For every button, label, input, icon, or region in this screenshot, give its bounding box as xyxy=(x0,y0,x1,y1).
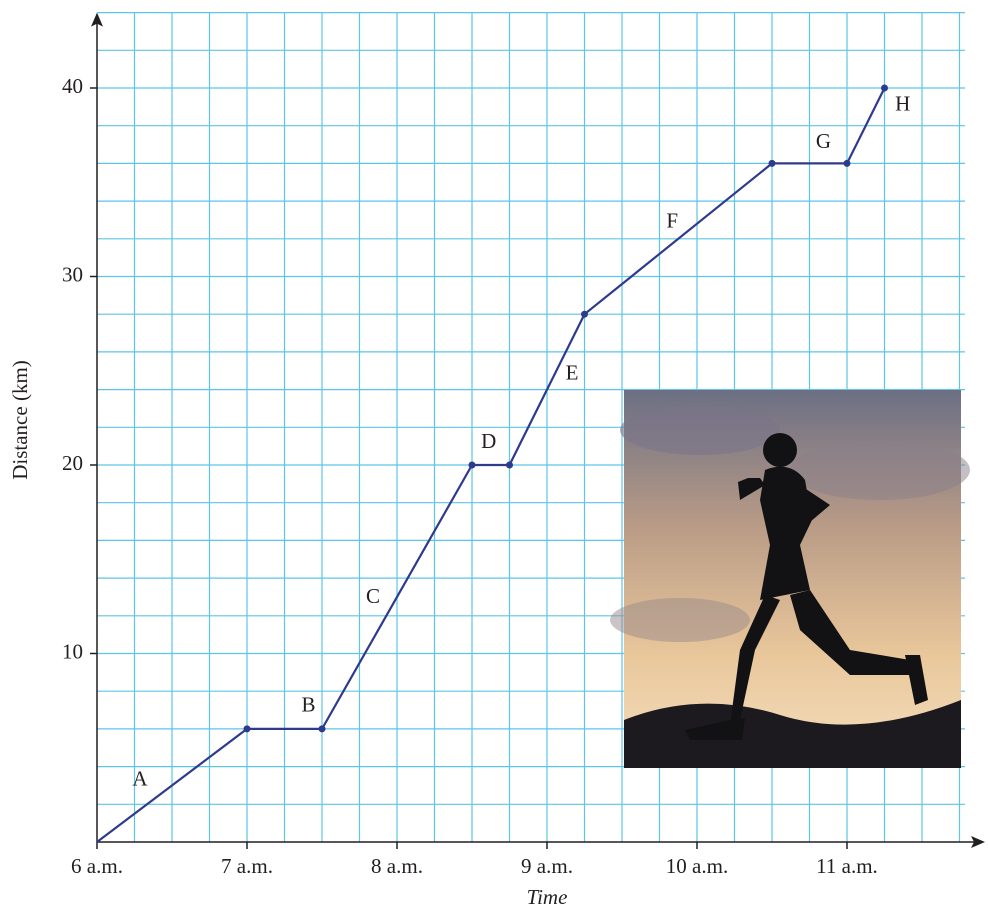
x-tick-label: 11 a.m. xyxy=(816,854,878,878)
segment-label: G xyxy=(816,129,831,153)
segment-label: H xyxy=(895,92,910,116)
x-tick-label: 9 a.m. xyxy=(521,854,573,878)
x-tick-label: 7 a.m. xyxy=(221,854,273,878)
segment-label: C xyxy=(366,584,380,608)
point xyxy=(506,461,513,469)
point xyxy=(843,159,851,167)
y-tick-label: 10 xyxy=(62,639,83,663)
segment-label: F xyxy=(666,209,678,233)
y-axis-arrow xyxy=(91,12,103,27)
photo xyxy=(610,390,970,768)
point xyxy=(468,461,476,469)
x-axis-title: Time xyxy=(527,885,568,909)
y-tick-label: 40 xyxy=(62,74,83,98)
segment-label: D xyxy=(481,429,496,453)
point xyxy=(318,725,326,733)
y-tick-label: 20 xyxy=(62,451,83,475)
plot: A B C D E F G H xyxy=(96,84,910,843)
x-tick-label: 10 a.m. xyxy=(666,854,728,878)
point xyxy=(243,725,251,733)
point xyxy=(881,84,888,92)
point xyxy=(768,159,776,167)
segment-label: B xyxy=(301,693,315,717)
segment-label: A xyxy=(132,766,148,790)
point xyxy=(581,310,588,318)
x-tick-label: 6 a.m. xyxy=(71,854,123,878)
x-tick-label: 8 a.m. xyxy=(371,854,423,878)
segment-label: E xyxy=(566,360,579,384)
axes: 6 a.m. 7 a.m. 8 a.m. 9 a.m. 10 a.m. 11 a.m. 10… xyxy=(8,12,985,909)
y-tick-label: 30 xyxy=(62,262,83,286)
y-axis-title: Distance (km) xyxy=(8,360,32,480)
x-axis-arrow xyxy=(971,836,985,848)
